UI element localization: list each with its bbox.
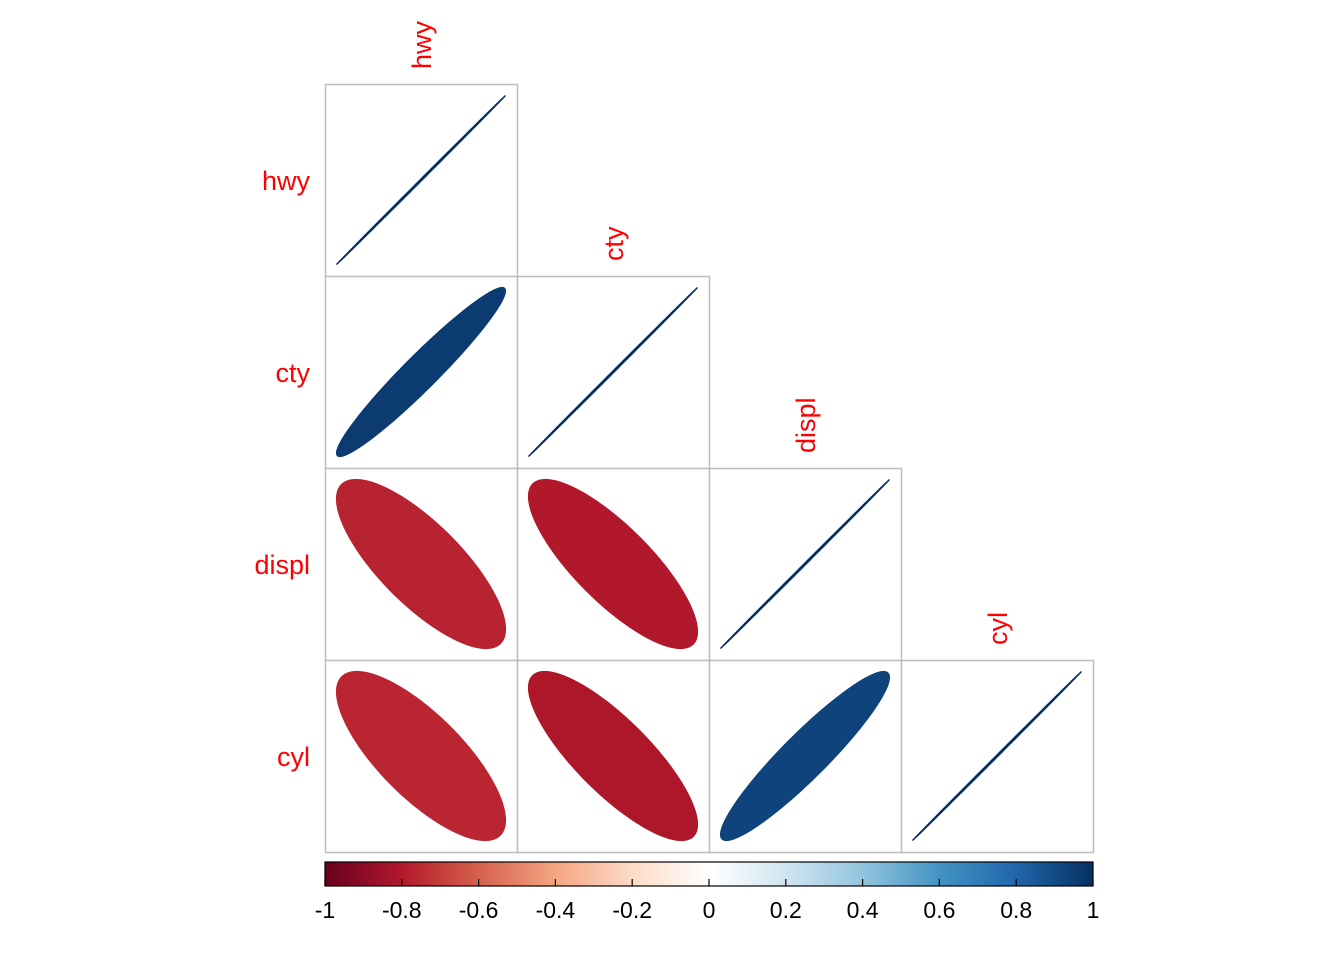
correlation-ellipse (335, 286, 507, 458)
colorbar-tick-label: -1 (315, 897, 335, 923)
colorbar-tick-label: -0.8 (382, 897, 422, 923)
column-label-hwy: hwy (407, 20, 437, 69)
corr-cell-cyl-cty (516, 659, 711, 854)
colorbar-tick-label: 0.4 (847, 897, 879, 923)
column-label-cyl: cyl (983, 612, 1013, 645)
correlation-ellipse (335, 670, 507, 842)
corr-cell-cyl-cyl (900, 659, 1095, 854)
correlation-ellipse (527, 670, 699, 842)
row-label-displ: displ (254, 550, 310, 580)
corr-cell-cyl-hwy (324, 659, 519, 854)
corr-cell-displ-cty (516, 467, 711, 662)
correlation-ellipse (719, 670, 891, 842)
colorbar-tick-label: 0.6 (923, 897, 955, 923)
corr-cell-hwy-hwy (324, 83, 519, 278)
corr-cell-displ-hwy (324, 467, 519, 662)
correlation-ellipse (336, 95, 506, 265)
colorbar-tick-label: 0.2 (770, 897, 802, 923)
correlation-ellipse (527, 478, 699, 650)
corr-cell-displ-displ (708, 467, 903, 662)
column-label-cty: cty (599, 226, 629, 261)
colorbar-tick-label: 1 (1087, 897, 1100, 923)
correlation-ellipse (912, 671, 1082, 841)
corr-cell-cty-hwy (324, 275, 519, 470)
corr-cell-cyl-displ (708, 659, 903, 854)
row-label-cyl: cyl (277, 742, 310, 772)
correlation-ellipse (528, 287, 698, 457)
colorbar-tick-label: -0.4 (536, 897, 576, 923)
row-label-cty: cty (275, 358, 310, 388)
colorbar-tick-label: 0 (703, 897, 716, 923)
colorbar-tick-label: 0.8 (1000, 897, 1032, 923)
correlation-ellipse (335, 478, 507, 650)
row-label-hwy: hwy (262, 166, 311, 196)
colorbar-tick-label: -0.6 (459, 897, 499, 923)
correlation-ellipse (720, 479, 890, 649)
column-label-displ: displ (791, 397, 821, 453)
corr-cell-cty-cty (516, 275, 711, 470)
colorbar-tick-label: -0.2 (612, 897, 652, 923)
